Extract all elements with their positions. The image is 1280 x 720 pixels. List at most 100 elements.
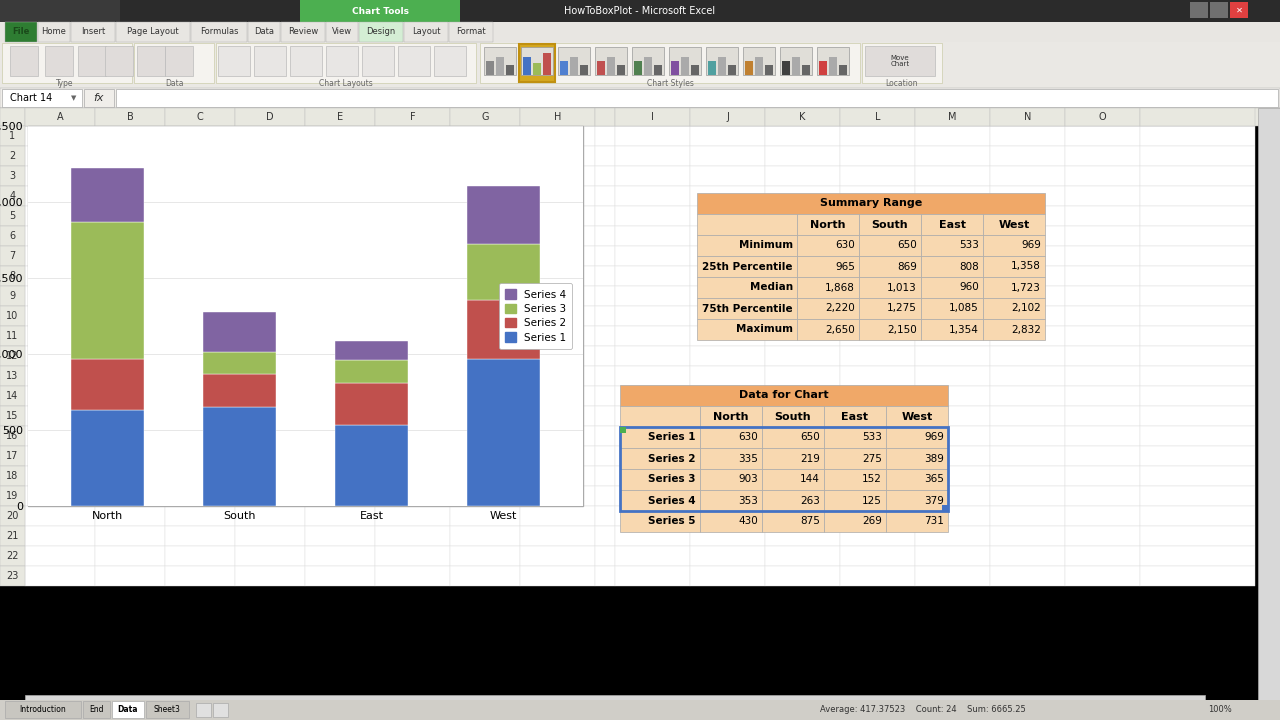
Bar bbox=[236, 306, 305, 326]
Bar bbox=[451, 206, 520, 226]
Bar bbox=[620, 406, 700, 427]
Bar bbox=[375, 246, 451, 266]
Text: East: East bbox=[938, 220, 965, 230]
Bar bbox=[614, 326, 690, 346]
Bar bbox=[497, 57, 504, 75]
Bar bbox=[595, 246, 614, 266]
Bar bbox=[595, 146, 614, 166]
Text: 1,354: 1,354 bbox=[950, 325, 979, 335]
Bar bbox=[915, 166, 989, 186]
Bar bbox=[765, 406, 840, 426]
Bar bbox=[520, 366, 595, 386]
Bar bbox=[95, 166, 165, 186]
Text: 335: 335 bbox=[739, 454, 758, 464]
Text: 4: 4 bbox=[9, 191, 15, 201]
Bar bbox=[236, 466, 305, 486]
Bar bbox=[915, 406, 989, 426]
Bar bbox=[755, 57, 763, 75]
Bar bbox=[451, 126, 520, 146]
Bar bbox=[1140, 246, 1254, 266]
Bar bbox=[614, 108, 690, 126]
Bar bbox=[915, 526, 989, 546]
Text: 650: 650 bbox=[897, 240, 916, 251]
Text: Design: Design bbox=[366, 27, 396, 37]
Bar bbox=[362, 46, 394, 76]
Bar bbox=[358, 22, 403, 42]
Bar bbox=[0, 346, 26, 366]
Bar bbox=[840, 286, 915, 306]
Bar bbox=[671, 61, 678, 75]
Bar bbox=[595, 546, 614, 566]
Bar bbox=[700, 490, 762, 511]
Bar bbox=[165, 466, 236, 486]
Bar bbox=[26, 546, 95, 566]
Text: 430: 430 bbox=[739, 516, 758, 526]
Bar bbox=[467, 359, 540, 506]
Bar bbox=[620, 511, 700, 532]
Bar bbox=[1065, 546, 1140, 566]
Bar bbox=[95, 426, 165, 446]
Bar bbox=[595, 386, 614, 406]
Bar bbox=[236, 108, 305, 126]
Bar bbox=[0, 466, 26, 486]
Text: ▼: ▼ bbox=[72, 95, 77, 101]
Text: 533: 533 bbox=[863, 433, 882, 443]
Bar bbox=[26, 446, 95, 466]
Bar bbox=[765, 426, 840, 446]
Bar bbox=[236, 146, 305, 166]
Bar bbox=[765, 266, 840, 286]
Bar bbox=[1065, 526, 1140, 546]
Text: Data: Data bbox=[118, 704, 138, 714]
Bar bbox=[95, 346, 165, 366]
Text: South: South bbox=[872, 220, 909, 230]
Text: L: L bbox=[874, 112, 881, 122]
Bar bbox=[983, 256, 1044, 277]
Bar bbox=[983, 214, 1044, 235]
Bar bbox=[718, 57, 726, 75]
Text: Chart Layouts: Chart Layouts bbox=[319, 78, 372, 88]
Bar bbox=[989, 446, 1065, 466]
Bar bbox=[520, 326, 595, 346]
Text: 2,650: 2,650 bbox=[826, 325, 855, 335]
Bar bbox=[451, 446, 520, 466]
Bar bbox=[614, 466, 690, 486]
Bar bbox=[840, 206, 915, 226]
Bar bbox=[1140, 466, 1254, 486]
Text: I: I bbox=[652, 112, 654, 122]
Bar bbox=[840, 166, 915, 186]
Bar bbox=[614, 126, 690, 146]
Bar bbox=[1065, 166, 1140, 186]
Bar bbox=[690, 566, 765, 586]
Bar bbox=[520, 226, 595, 246]
Bar bbox=[451, 326, 520, 346]
Bar bbox=[989, 186, 1065, 206]
Bar bbox=[282, 22, 325, 42]
Bar bbox=[300, 0, 460, 22]
Bar bbox=[922, 319, 983, 340]
Text: M: M bbox=[948, 112, 956, 122]
Bar bbox=[561, 61, 568, 75]
Bar bbox=[0, 700, 1280, 720]
Bar bbox=[595, 186, 614, 206]
Bar bbox=[1140, 546, 1254, 566]
Text: HowToBoxPlot - Microsoft Excel: HowToBoxPlot - Microsoft Excel bbox=[564, 6, 716, 16]
Bar bbox=[915, 566, 989, 586]
Bar bbox=[375, 266, 451, 286]
Text: B: B bbox=[127, 112, 133, 122]
Bar bbox=[1065, 186, 1140, 206]
Bar bbox=[236, 526, 305, 546]
Bar bbox=[989, 306, 1065, 326]
Bar bbox=[84, 89, 114, 107]
Bar bbox=[886, 469, 948, 490]
Bar bbox=[204, 408, 275, 506]
Bar bbox=[620, 385, 948, 406]
Bar bbox=[305, 186, 375, 206]
Bar bbox=[1140, 526, 1254, 546]
Bar bbox=[762, 427, 824, 448]
Bar bbox=[305, 126, 375, 146]
Bar bbox=[940, 42, 1280, 88]
Bar bbox=[165, 226, 236, 246]
Bar bbox=[840, 226, 915, 246]
Bar bbox=[595, 108, 614, 126]
Bar bbox=[915, 226, 989, 246]
